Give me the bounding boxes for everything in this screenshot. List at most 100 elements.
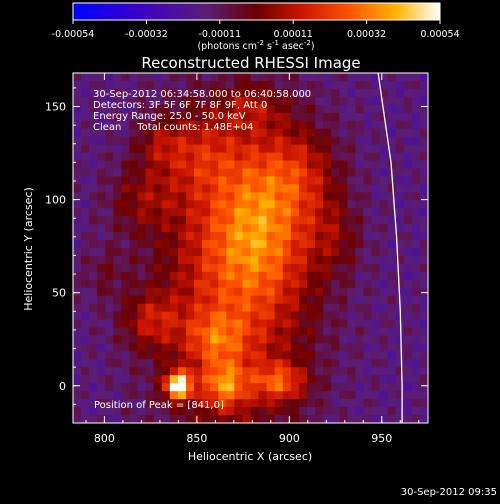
heatmap-cell [306, 232, 316, 241]
heatmap-cell [395, 176, 405, 185]
heatmap-cell [355, 407, 365, 416]
heatmap-cell [379, 120, 389, 130]
heatmap-cell [266, 216, 276, 225]
heatmap-cell [282, 112, 292, 122]
heatmap-cell [403, 351, 413, 360]
heatmap-cell [290, 311, 300, 321]
heatmap-cell [282, 73, 292, 82]
heatmap-cell [169, 208, 179, 217]
heatmap-cell [169, 152, 179, 162]
heatmap-cell [258, 96, 268, 106]
heatmap-cell [266, 96, 276, 106]
heatmap-cell [274, 327, 284, 337]
heatmap-cell [234, 391, 244, 400]
heatmap-cell [153, 80, 163, 90]
heatmap-cell [323, 96, 332, 106]
heatmap-cell [315, 88, 324, 98]
heatmap-cell [145, 240, 155, 249]
heatmap-cell [331, 295, 340, 305]
heatmap-cell [411, 399, 421, 408]
heatmap-cell [306, 120, 316, 130]
heatmap-cell [347, 240, 356, 249]
heatmap-cell [113, 287, 123, 297]
heatmap-cell [387, 359, 397, 368]
heatmap-cell [395, 192, 405, 201]
heatmap-cell [194, 407, 203, 416]
heatmap-cell [194, 184, 203, 193]
heatmap-cell [161, 144, 171, 154]
heatmap-cell [210, 240, 219, 249]
heatmap-cell [282, 375, 292, 384]
heatmap-cell [73, 359, 82, 368]
heatmap-cell [363, 168, 373, 177]
heatmap-cell [290, 152, 300, 162]
heatmap-cell [411, 271, 421, 281]
colorbar-tick-label: -0.00011 [198, 29, 241, 40]
heatmap-cell [403, 240, 413, 249]
heatmap-cell [218, 415, 227, 423]
heatmap-cell [363, 399, 373, 408]
heatmap-cell [387, 391, 397, 400]
heatmap-cell [339, 391, 348, 400]
heatmap-cell [73, 351, 82, 360]
heatmap-cell [210, 263, 219, 273]
heatmap-cell [403, 192, 413, 201]
heatmap-cell [113, 128, 123, 138]
heatmap-cell [161, 192, 171, 201]
heatmap-cell [89, 224, 98, 233]
heatmap-cell [347, 176, 356, 185]
heatmap-cell [210, 383, 219, 392]
heatmap-cell [315, 200, 324, 209]
heatmap-cell [395, 184, 405, 193]
heatmap-cell [387, 160, 397, 170]
heatmap-cell [89, 327, 98, 337]
heatmap-cell [73, 192, 82, 201]
heatmap-cell [218, 168, 227, 177]
heatmap-cell [306, 104, 316, 114]
heatmap-cell [339, 184, 348, 193]
heatmap-cell [226, 104, 235, 114]
heatmap-cell [250, 152, 260, 162]
heatmap-cell [266, 104, 276, 114]
heatmap-cell [347, 311, 356, 321]
heatmap-cell [371, 232, 381, 241]
heatmap-cell [73, 311, 82, 321]
heatmap-cell [113, 359, 123, 368]
heatmap-cell [185, 152, 195, 162]
heatmap-cell [194, 399, 203, 408]
heatmap-cell [73, 96, 82, 106]
heatmap-cell [202, 168, 211, 177]
heatmap-cell [266, 383, 276, 392]
heatmap-cell [218, 192, 227, 201]
heatmap-cell [274, 176, 284, 185]
heatmap-cell [347, 263, 356, 273]
heatmap-cell [105, 168, 114, 177]
heatmap-cell [339, 295, 348, 305]
heatmap-cell [177, 224, 187, 233]
heatmap-cell [145, 184, 155, 193]
heatmap-cell [250, 73, 260, 82]
heatmap-cell [355, 176, 365, 185]
heatmap-cell [202, 248, 211, 257]
heatmap-cell [306, 263, 316, 273]
heatmap-cell [121, 399, 131, 408]
heatmap-cell [419, 152, 428, 162]
heatmap-cell [177, 232, 187, 241]
heatmap-cell [250, 136, 260, 146]
heatmap-cell [339, 232, 348, 241]
heatmap-cell [218, 375, 227, 384]
heatmap-cell [177, 407, 187, 416]
heatmap-cell [315, 224, 324, 233]
heatmap-cell [282, 144, 292, 154]
heatmap-cell [161, 248, 171, 257]
heatmap-cell [331, 263, 340, 273]
heatmap-cell [379, 144, 389, 154]
heatmap-cell [266, 287, 276, 297]
heatmap-cell [210, 415, 219, 423]
heatmap-cell [97, 224, 106, 233]
heatmap-cell [129, 96, 139, 106]
heatmap-cell [387, 367, 397, 376]
heatmap-cell [419, 271, 428, 281]
heatmap-cell [73, 112, 82, 122]
heatmap-cell [97, 120, 106, 130]
